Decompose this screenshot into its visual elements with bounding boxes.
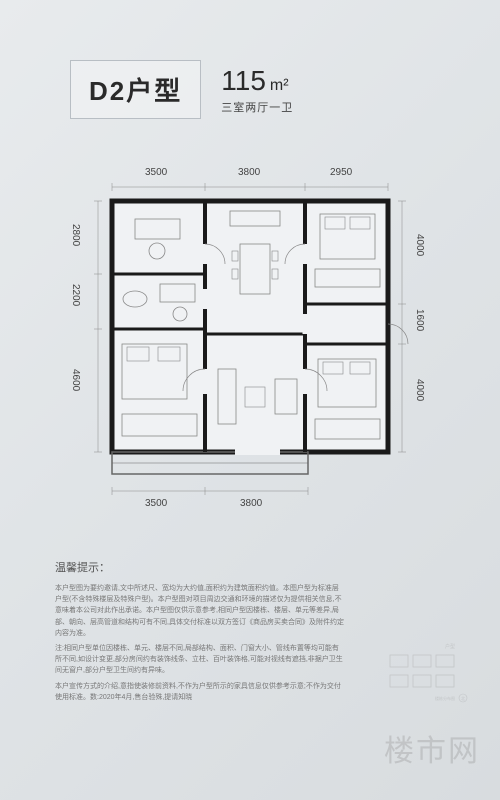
dim-left-1: 2800 — [70, 224, 81, 246]
svg-text:户型: 户型 — [445, 643, 455, 650]
svg-text:楼栋分布图: 楼栋分布图 — [435, 695, 455, 701]
dim-right-1: 4000 — [414, 234, 425, 256]
svg-text:北: 北 — [461, 695, 465, 701]
header: D2户型 115 m² 三室两厅一卫 — [70, 60, 445, 119]
floor-plan: 3500 3800 2950 3500 3800 2800 2200 4600 … — [80, 169, 420, 509]
dim-bottom-2: 3800 — [240, 498, 262, 509]
note-line: 本户宣传方式的介绍,意指使装修前资料,不作为户型所示的家具信息仅供参考示意;不作… — [55, 681, 345, 703]
title-box: D2户型 — [70, 60, 201, 119]
watermark: 楼市网 — [384, 726, 480, 770]
unit-title: D2户型 — [89, 71, 182, 108]
dim-top-1: 3500 — [145, 167, 167, 178]
note-line: 本户型图为要约邀请,文中所述尺、宽均为大约值,面积约为建筑面积约值。本图户型为标… — [55, 583, 345, 639]
area-unit: m² — [270, 77, 289, 95]
notes-title: 温馨提示： — [55, 559, 445, 575]
dim-right-3: 4000 — [414, 379, 425, 401]
floor-plan-svg — [80, 169, 420, 509]
dim-left-2: 2200 — [70, 284, 81, 306]
note-line: 注:相同户型单位因楼栋、单元、楼层不同,局部结构、面积、门窗大小、管线布置等均可… — [55, 643, 345, 677]
room-description: 三室两厅一卫 — [221, 99, 293, 115]
dim-left-3: 4600 — [70, 369, 81, 391]
area-box: 115 m² 三室两厅一卫 — [221, 65, 293, 115]
building-minimap: 户型 楼栋分布图 北 — [385, 640, 470, 705]
dim-top-3: 2950 — [330, 167, 352, 178]
dim-top-2: 3800 — [238, 167, 260, 178]
dim-bottom-1: 3500 — [145, 498, 167, 509]
dim-right-2: 1600 — [414, 309, 425, 331]
area-value: 115 — [221, 65, 266, 97]
